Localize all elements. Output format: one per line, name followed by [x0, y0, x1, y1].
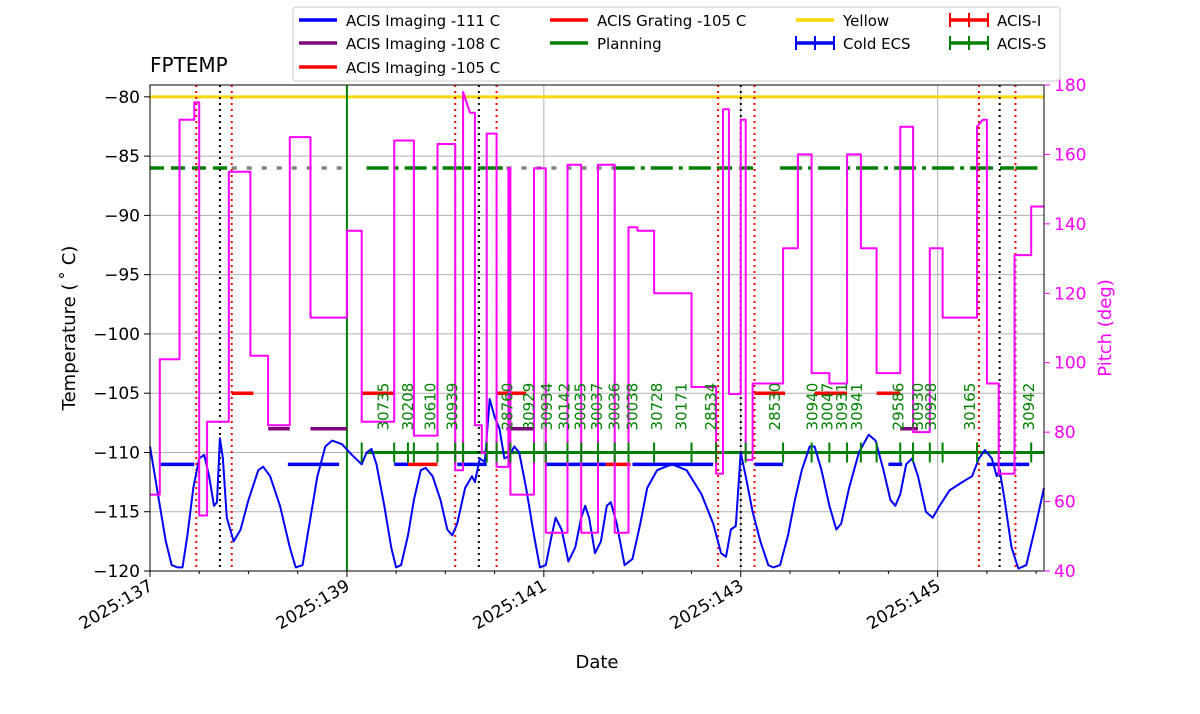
y2-tick-label: 140	[1054, 215, 1086, 235]
obsid-label: 30940	[804, 383, 822, 431]
legend-label: ACIS Imaging -105 C	[346, 59, 500, 77]
legend-label: Yellow	[842, 12, 889, 30]
obsid-label: 28760	[498, 383, 516, 431]
y-axis-label: Temperature ( ˚ C)	[59, 246, 80, 412]
limit-lines	[150, 85, 1044, 571]
x-tick-label: 2025:141	[470, 576, 551, 634]
obsid-label: 30171	[673, 383, 691, 431]
y2-tick-label: 160	[1054, 145, 1086, 165]
series-lines	[149, 90, 1045, 570]
obsid-label: 30036	[606, 383, 624, 431]
obsid-label: 30208	[399, 383, 417, 431]
obsid-label: 30735	[374, 383, 392, 431]
y2-tick-label: 120	[1054, 284, 1086, 304]
x-tick-label: 2025:143	[667, 576, 748, 634]
obsid-label: 28530	[766, 383, 784, 431]
obsid-label: 30165	[961, 383, 979, 431]
obsid-label: 30610	[422, 383, 440, 431]
legend-label: ACIS Imaging -108 C	[346, 35, 500, 53]
x-tick-label: 2025:139	[273, 576, 354, 634]
legend-label: Planning	[597, 35, 662, 53]
y2-tick-label: 180	[1054, 76, 1086, 96]
obsid-label: 30939	[443, 383, 461, 431]
y-tick-label: −100	[93, 325, 140, 345]
obsid-label: 30142	[556, 383, 574, 431]
legend: ACIS Imaging -111 C ACIS Imaging -108 C AC…	[292, 6, 1061, 82]
obsid-label: 29586	[889, 383, 907, 431]
temperature-series-line	[149, 398, 1045, 570]
x-tick-label: 2025:145	[864, 576, 945, 634]
y2-tick-label: 40	[1054, 562, 1076, 582]
obsid-label: 30930	[909, 383, 927, 431]
legend-label: Cold ECS	[843, 35, 911, 53]
obsid-label: 30934	[538, 383, 556, 431]
chart-title: FPTEMP	[150, 53, 228, 77]
y-tick-label: −90	[104, 206, 140, 226]
y-tick-label: −115	[93, 503, 140, 523]
y2-tick-label: 100	[1054, 354, 1086, 374]
y-tick-label: −110	[93, 443, 140, 463]
acis-s-markers	[360, 442, 1033, 463]
legend-label: ACIS Imaging -111 C	[346, 12, 500, 30]
legend-label: ACIS-I	[997, 12, 1041, 30]
obsid-label: 30931	[833, 383, 851, 431]
y2-tick-label: 60	[1054, 493, 1076, 513]
event-lines	[195, 85, 1017, 571]
y-tick-label: −95	[104, 266, 140, 286]
pitch-series-line	[150, 90, 1044, 534]
obsid-label: 30942	[1020, 383, 1038, 431]
obsid-label: 30728	[648, 383, 666, 431]
legend-box	[292, 6, 1061, 82]
obsid-label: 30929	[520, 383, 538, 431]
y-tick-label: −120	[93, 562, 140, 582]
legend-label: ACIS Grating -105 C	[597, 12, 746, 30]
y-tick-label: −80	[104, 88, 140, 108]
y2-axis-label: Pitch (deg)	[1095, 279, 1116, 377]
x-tick-label: 2025:137	[76, 576, 157, 634]
x-axis-label: Date	[575, 652, 618, 673]
obsid-label: 30047	[818, 383, 836, 431]
obsid-label: 30037	[588, 383, 606, 431]
obsid-labels: 30735 30208 30610 30939 28760 30929 30934 30142…	[374, 383, 1038, 431]
y2-tick-label: 80	[1054, 423, 1076, 443]
obsid-label: 30038	[623, 383, 641, 431]
obsid-label: 28534	[702, 383, 720, 431]
obsid-label: 30928	[922, 383, 940, 431]
y-tick-label: −85	[104, 147, 140, 167]
obsid-label: 30035	[571, 383, 589, 431]
plot-frame	[149, 84, 1045, 572]
y-tick-label: −105	[93, 384, 140, 404]
obsid-label: 30941	[848, 383, 866, 431]
legend-label: ACIS-S	[997, 35, 1046, 53]
